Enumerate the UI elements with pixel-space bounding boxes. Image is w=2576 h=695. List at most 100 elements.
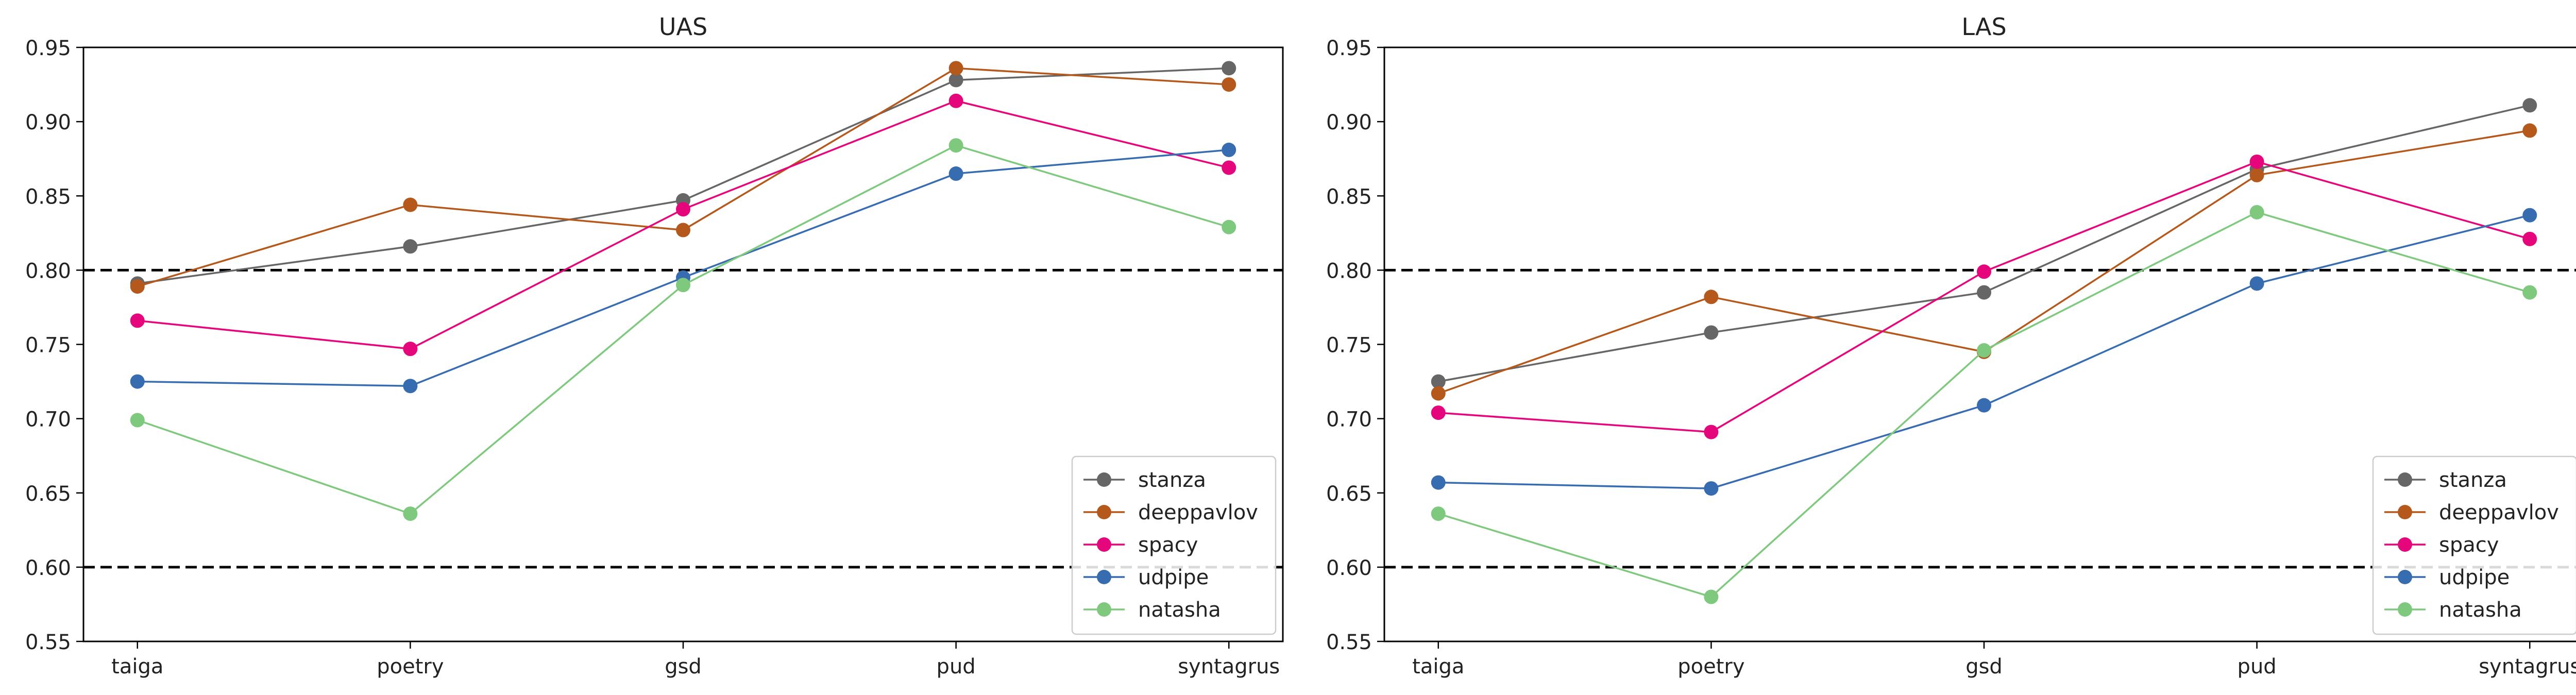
legend-label: spacy <box>1138 533 1198 557</box>
x-tick-label: pud <box>2238 655 2277 679</box>
legend-marker <box>2398 472 2412 487</box>
data-point-deeppavlov <box>948 61 963 76</box>
series-udpipe <box>1431 208 2537 496</box>
legend-label: deeppavlov <box>1138 501 1258 524</box>
data-point-stanza <box>403 239 418 254</box>
axes-frame <box>82 46 1284 642</box>
data-point-stanza <box>2522 98 2537 113</box>
legend-item-natasha: natasha <box>2384 598 2522 622</box>
series-natasha <box>130 138 1236 521</box>
data-point-deeppavlov <box>1431 386 1446 401</box>
legend-item-deeppavlov: deeppavlov <box>1083 501 1258 524</box>
legend-marker <box>1097 602 1111 617</box>
data-point-stanza <box>1431 374 1446 389</box>
data-point-natasha <box>1431 506 1446 521</box>
data-point-stanza <box>1222 61 1236 76</box>
data-point-stanza <box>1977 285 1991 300</box>
data-point-spacy <box>1431 405 1446 420</box>
y-tick-label: 0.55 <box>1326 631 1372 654</box>
y-tick-label: 0.80 <box>25 259 71 283</box>
legend-marker <box>1097 537 1111 552</box>
x-tick-label: gsd <box>1965 655 2003 679</box>
legend-marker <box>2398 537 2412 552</box>
data-point-spacy <box>1977 264 1991 279</box>
y-tick-label: 0.55 <box>25 631 71 654</box>
data-point-spacy <box>2249 154 2264 169</box>
series-natasha <box>1431 205 2537 604</box>
y-tick-label: 0.95 <box>1326 37 1372 60</box>
legend: stanza deeppavlov spacy udpipe natasha <box>1071 455 1277 635</box>
y-tick-label: 0.75 <box>25 334 71 358</box>
data-point-udpipe <box>130 374 145 389</box>
data-point-udpipe <box>1704 481 1719 496</box>
y-tick-label: 0.60 <box>1326 556 1372 580</box>
chart-title: LAS <box>1961 13 2006 41</box>
data-point-udpipe <box>1977 398 1991 413</box>
y-tick-label: 0.95 <box>25 37 71 60</box>
axes-frame <box>1383 46 2576 642</box>
series-spacy <box>1431 154 2537 439</box>
legend-item-spacy: spacy <box>1083 533 1198 557</box>
data-point-udpipe <box>403 379 418 394</box>
legend-marker <box>2398 602 2412 617</box>
chart-title: UAS <box>659 13 707 41</box>
legend-marker <box>1097 472 1111 487</box>
legend: stanza deeppavlov spacy udpipe natasha <box>2372 455 2576 635</box>
legend-label: spacy <box>2439 533 2499 557</box>
data-point-udpipe <box>2249 276 2264 291</box>
y-tick-label: 0.60 <box>25 556 71 580</box>
data-point-deeppavlov <box>676 223 690 238</box>
data-point-stanza <box>948 73 963 88</box>
legend-label: natasha <box>1138 598 1221 622</box>
legend-item-stanza: stanza <box>1083 468 1206 492</box>
legend-label: udpipe <box>2439 566 2510 589</box>
data-point-natasha <box>1977 343 1991 358</box>
data-point-stanza <box>1704 325 1719 340</box>
data-point-spacy <box>948 93 963 108</box>
x-tick-label: poetry <box>377 655 444 679</box>
legend-marker <box>2398 505 2412 519</box>
series-stanza <box>130 61 1236 291</box>
data-point-deeppavlov <box>403 197 418 212</box>
legend-label: udpipe <box>1138 566 1209 589</box>
data-point-deeppavlov <box>2522 123 2537 138</box>
y-tick-label: 0.90 <box>1326 111 1372 134</box>
legend-item-udpipe: udpipe <box>1083 566 1209 589</box>
data-point-udpipe <box>948 166 963 181</box>
legend-label: stanza <box>1138 468 1206 492</box>
data-point-natasha <box>2522 285 2537 300</box>
y-tick-label: 0.80 <box>1326 259 1372 283</box>
series-deeppavlov <box>130 61 1236 294</box>
x-tick-label: pud <box>937 655 976 679</box>
chart-panel-las: LAS 0.55 0.60 0.65 0.70 0.75 0.80 0.85 0.90 0.95 t… <box>1326 13 2576 679</box>
x-tick-label: syntagrus <box>2479 655 2576 679</box>
x-tick-label: poetry <box>1677 655 1744 679</box>
x-tick-label: gsd <box>665 655 702 679</box>
series-spacy <box>130 93 1236 357</box>
y-tick-label: 0.85 <box>1326 185 1372 209</box>
x-tick-label: taiga <box>1412 655 1464 679</box>
data-point-natasha <box>403 506 418 521</box>
data-point-natasha <box>1704 589 1719 604</box>
data-point-udpipe <box>2522 208 2537 223</box>
y-tick-label: 0.70 <box>1326 408 1372 432</box>
y-tick-label: 0.65 <box>25 482 71 506</box>
data-point-natasha <box>1222 219 1236 234</box>
legend-item-natasha: natasha <box>1083 598 1221 622</box>
data-point-udpipe <box>1431 475 1446 490</box>
data-point-deeppavlov <box>2249 167 2264 182</box>
data-point-natasha <box>2249 205 2264 219</box>
data-point-natasha <box>948 138 963 153</box>
y-tick-label: 0.70 <box>25 408 71 432</box>
x-tick-label: syntagrus <box>1178 655 1280 679</box>
legend-box <box>2372 455 2576 635</box>
legend-label: natasha <box>2439 598 2522 622</box>
legend-item-udpipe: udpipe <box>2384 566 2510 589</box>
legend-marker <box>1097 505 1111 519</box>
x-tick-label: taiga <box>111 655 163 679</box>
data-point-deeppavlov <box>1704 290 1719 304</box>
y-tick-label: 0.65 <box>1326 482 1372 506</box>
data-point-spacy <box>403 342 418 357</box>
